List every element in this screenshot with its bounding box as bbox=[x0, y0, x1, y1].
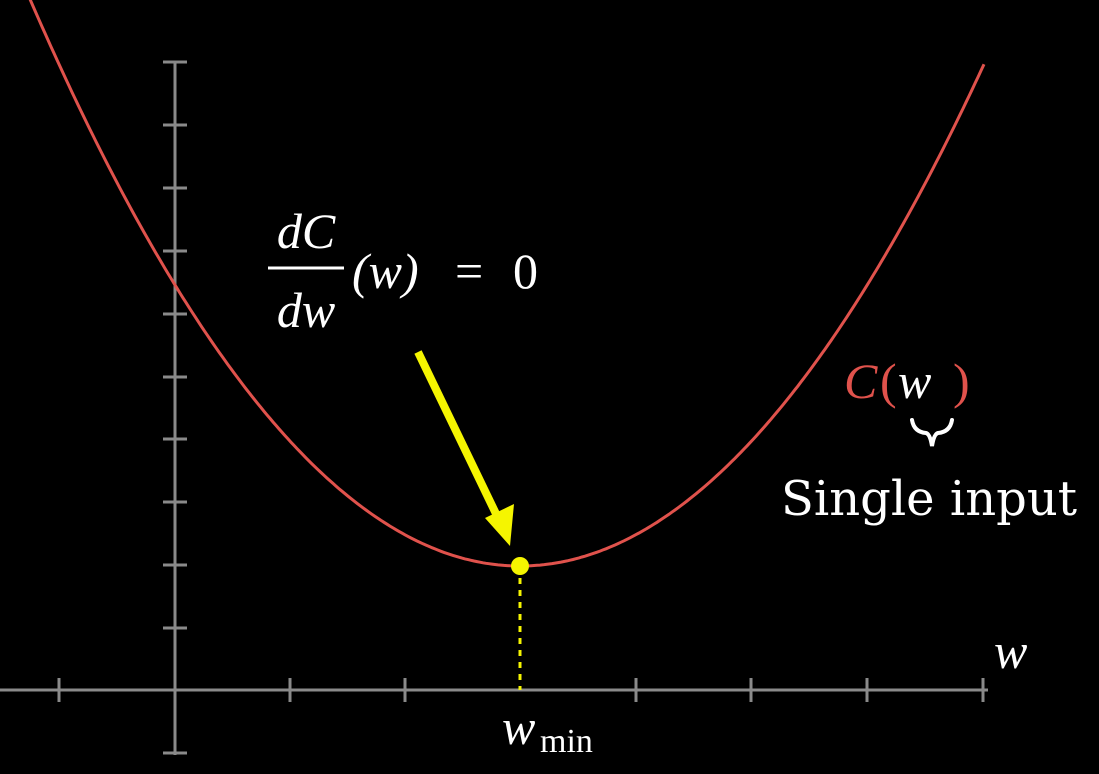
y-axis-ticks bbox=[163, 60, 187, 755]
annotation-text: Single input bbox=[781, 471, 1077, 527]
axes bbox=[0, 60, 988, 755]
derivative-numerator: dC bbox=[277, 203, 336, 259]
derivative-equation: dC dw (w) = 0 bbox=[268, 203, 538, 338]
derivative-argument: (w) bbox=[352, 243, 419, 299]
minimum-point bbox=[511, 557, 529, 575]
x-axis-label: w bbox=[994, 623, 1027, 679]
minimum-label-subscript: min bbox=[540, 723, 593, 760]
minimum-label: w min bbox=[502, 699, 593, 760]
curve-function-name: C bbox=[844, 353, 878, 409]
derivative-value: 0 bbox=[513, 243, 538, 299]
curve-close-paren: ) bbox=[953, 353, 970, 409]
derivative-equals: = bbox=[455, 243, 483, 299]
minimum-label-base: w bbox=[502, 699, 535, 755]
derivative-denominator: dw bbox=[277, 282, 335, 338]
curve-variable: w bbox=[898, 353, 931, 409]
down-brace-icon bbox=[910, 418, 954, 447]
arrow-icon bbox=[414, 350, 514, 546]
curve-label: C ( w ) bbox=[844, 353, 970, 409]
cost-curve bbox=[28, 0, 986, 568]
x-axis-ticks bbox=[57, 678, 985, 702]
curve-open-paren: ( bbox=[880, 353, 897, 409]
